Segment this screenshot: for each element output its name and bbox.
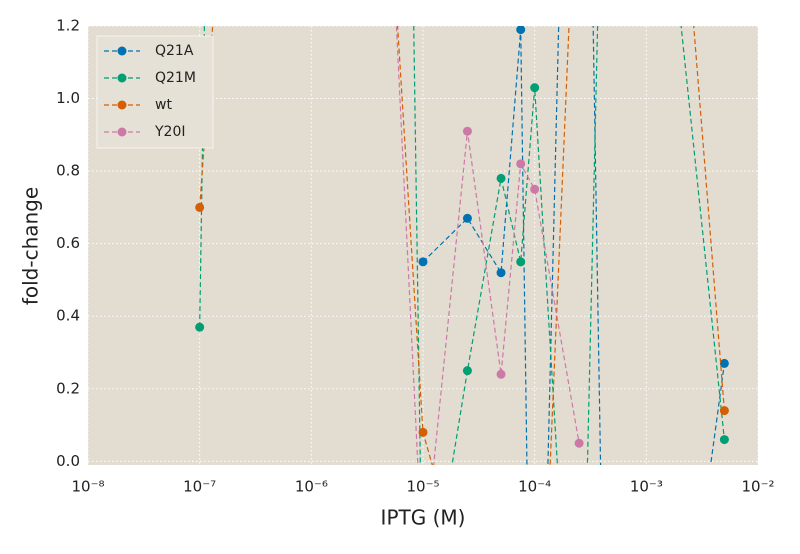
data-point [719,358,729,368]
legend-label: wt [155,97,172,113]
legend-label: Q21A [155,43,194,59]
legend-label: Q21M [155,70,196,86]
data-point [418,257,428,267]
x-tick-label: 10⁻⁶ [295,478,328,496]
lines [195,26,729,465]
legend-marker [117,100,127,110]
y-tick-label: 1.2 [56,17,80,35]
y-tick-label: 0.8 [56,162,80,180]
data-point [574,438,584,448]
data-point [462,126,472,136]
data-point [462,213,472,223]
y-axis-label: fold-change [19,187,43,305]
data-point [530,83,540,93]
x-tick-label: 10⁻⁴ [518,478,551,496]
y-tick-label: 0.0 [56,452,80,470]
x-tick-label: 10⁻⁵ [406,478,439,496]
data-point [516,26,526,35]
x-tick-label: 10⁻³ [630,478,663,496]
data-point [516,159,526,169]
series-line [199,26,725,465]
y-tick-label: 0.2 [56,379,80,397]
data-point [530,184,540,194]
y-tick-label: 0.6 [56,234,80,252]
data-point [719,406,729,416]
data-point [195,322,205,332]
y-tick-label: 1.0 [56,89,80,107]
data-point [418,427,428,437]
data-point [719,435,729,445]
data-point [516,257,526,267]
legend-box [96,35,214,149]
data-point [462,366,472,376]
y-tick-label: 0.4 [56,307,80,325]
ticks: 0.0 0.2 0.4 0.6 0.8 1.0 1.2 10⁻⁸ 10⁻⁷ 10⁻⁶ 10⁻⁵ 10⁻… [56,17,774,496]
series-line [422,26,725,465]
legend-marker [117,127,127,137]
legend-marker [117,73,127,83]
x-axis-label: IPTG (M) [381,506,466,530]
legend-marker [117,46,127,56]
x-tick-label: 10⁻² [741,478,774,496]
x-tick-label: 10⁻⁷ [183,478,216,496]
data-point [496,369,506,379]
legend-label: Y20I [154,124,186,140]
data-point [496,173,506,183]
legend: Q21A Q21M wt Y20I [96,35,214,149]
x-tick-label: 10⁻⁸ [71,478,104,496]
data-point [496,268,506,278]
data-point [195,202,205,212]
